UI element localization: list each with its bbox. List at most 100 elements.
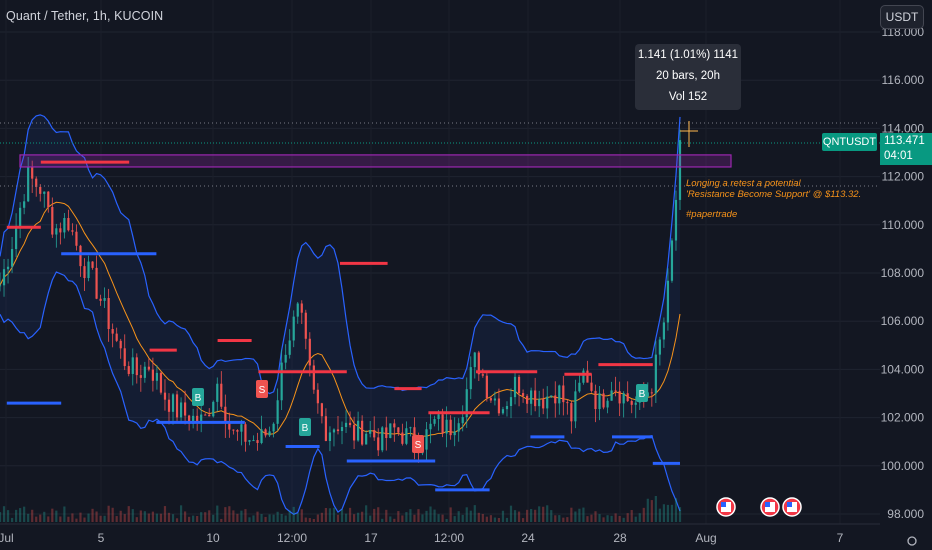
volume-bar <box>179 505 183 522</box>
candle-body <box>590 382 593 391</box>
currency-button[interactable]: USDT <box>880 5 924 29</box>
volume-bar <box>626 513 629 522</box>
volume-bar <box>224 507 227 522</box>
trade-note: Longing a retest a potential 'Resistance… <box>686 178 861 220</box>
price-tick-label: 100.000 <box>881 459 925 473</box>
candle-body <box>167 399 171 412</box>
volume-bar <box>538 506 541 522</box>
volume-bar <box>220 518 223 522</box>
volume-bar <box>10 517 14 522</box>
volume-bar <box>260 514 263 522</box>
volume-bar <box>361 511 364 522</box>
candle-body <box>429 423 432 430</box>
volume-bar <box>501 510 505 522</box>
candle-body <box>200 414 203 423</box>
volume-bar <box>296 513 299 522</box>
candle-body <box>401 432 404 444</box>
volume-bar <box>151 511 154 522</box>
candle-body <box>489 398 492 401</box>
volume-bar <box>489 515 492 522</box>
volume-bar <box>171 514 175 522</box>
volume-bar <box>147 513 150 522</box>
candle-body <box>312 365 315 390</box>
candle-body <box>272 423 275 432</box>
candle-body <box>574 391 577 422</box>
volume-bar <box>642 507 645 522</box>
volume-bar <box>662 504 666 522</box>
note-line-1: Longing a retest a potential <box>686 178 801 189</box>
volume-bar <box>135 517 138 522</box>
candle-body <box>550 395 553 397</box>
volume-bar <box>248 517 251 522</box>
candle-body <box>562 385 565 403</box>
candle-body <box>530 390 533 404</box>
candle-body <box>602 393 605 408</box>
volume-bar <box>622 517 625 522</box>
candle-body <box>59 228 62 233</box>
candle-body <box>453 431 456 436</box>
volume-bar <box>79 512 82 522</box>
price-tick-label: 98.000 <box>887 507 924 521</box>
candle-body <box>554 395 557 404</box>
candle-body <box>276 400 279 424</box>
volume-bar <box>526 509 529 522</box>
candle-body <box>433 419 436 424</box>
volume-bar <box>59 516 62 522</box>
candle-body <box>232 429 235 431</box>
volume-bar <box>19 508 22 522</box>
volume-bar <box>139 510 142 522</box>
symbol-badge: QNTUSDT <box>822 133 877 151</box>
volume-bar <box>192 515 195 522</box>
candle-body <box>131 357 134 374</box>
signal-marker-label: S <box>415 440 422 451</box>
volume-bar <box>208 510 211 522</box>
candle-body <box>139 375 142 378</box>
volume-bar <box>566 517 569 522</box>
signal-marker-label: S <box>259 385 266 396</box>
volume-bar <box>417 509 420 522</box>
volume-bar <box>497 518 501 522</box>
volume-bar <box>51 508 54 522</box>
volume-bar <box>582 507 585 522</box>
candle-body <box>47 191 50 208</box>
candle-body <box>654 354 657 394</box>
candle-body <box>2 269 6 286</box>
candle-body <box>224 406 227 424</box>
volume-bar <box>457 511 460 522</box>
volume-bar <box>212 514 215 522</box>
candle-body <box>324 416 328 441</box>
candle-body <box>316 389 319 404</box>
volume-bar <box>638 513 641 522</box>
candle-body <box>389 423 392 439</box>
volume-bar <box>485 516 488 522</box>
volume-bar <box>308 518 311 522</box>
volume-bar <box>183 511 187 522</box>
candle-body <box>666 280 670 323</box>
volume-bar <box>670 504 674 522</box>
volume-bar <box>377 507 380 522</box>
price-tick-label: 106.000 <box>881 314 925 328</box>
volume-bar <box>115 516 118 522</box>
candle-body <box>292 316 295 341</box>
candle-body <box>405 428 408 444</box>
candle-body <box>159 372 163 393</box>
candle-body <box>473 352 476 368</box>
volume-bar <box>570 507 573 522</box>
time-tick-label: 7 <box>837 531 844 545</box>
volume-bar <box>175 518 179 522</box>
volume-bar <box>658 508 661 522</box>
candle-body <box>369 430 372 434</box>
candle-body <box>449 419 452 436</box>
candle-body <box>304 312 307 339</box>
us-flag-icon <box>765 502 770 507</box>
candle-body <box>208 414 211 417</box>
candle-body <box>111 329 114 334</box>
volume-bar <box>481 513 484 522</box>
candle-body <box>409 427 412 429</box>
candle-body <box>127 366 130 374</box>
volume-bar <box>304 517 307 522</box>
candle-body <box>393 423 396 428</box>
signal-marker-label: B <box>302 423 309 434</box>
candle-body <box>361 420 364 445</box>
